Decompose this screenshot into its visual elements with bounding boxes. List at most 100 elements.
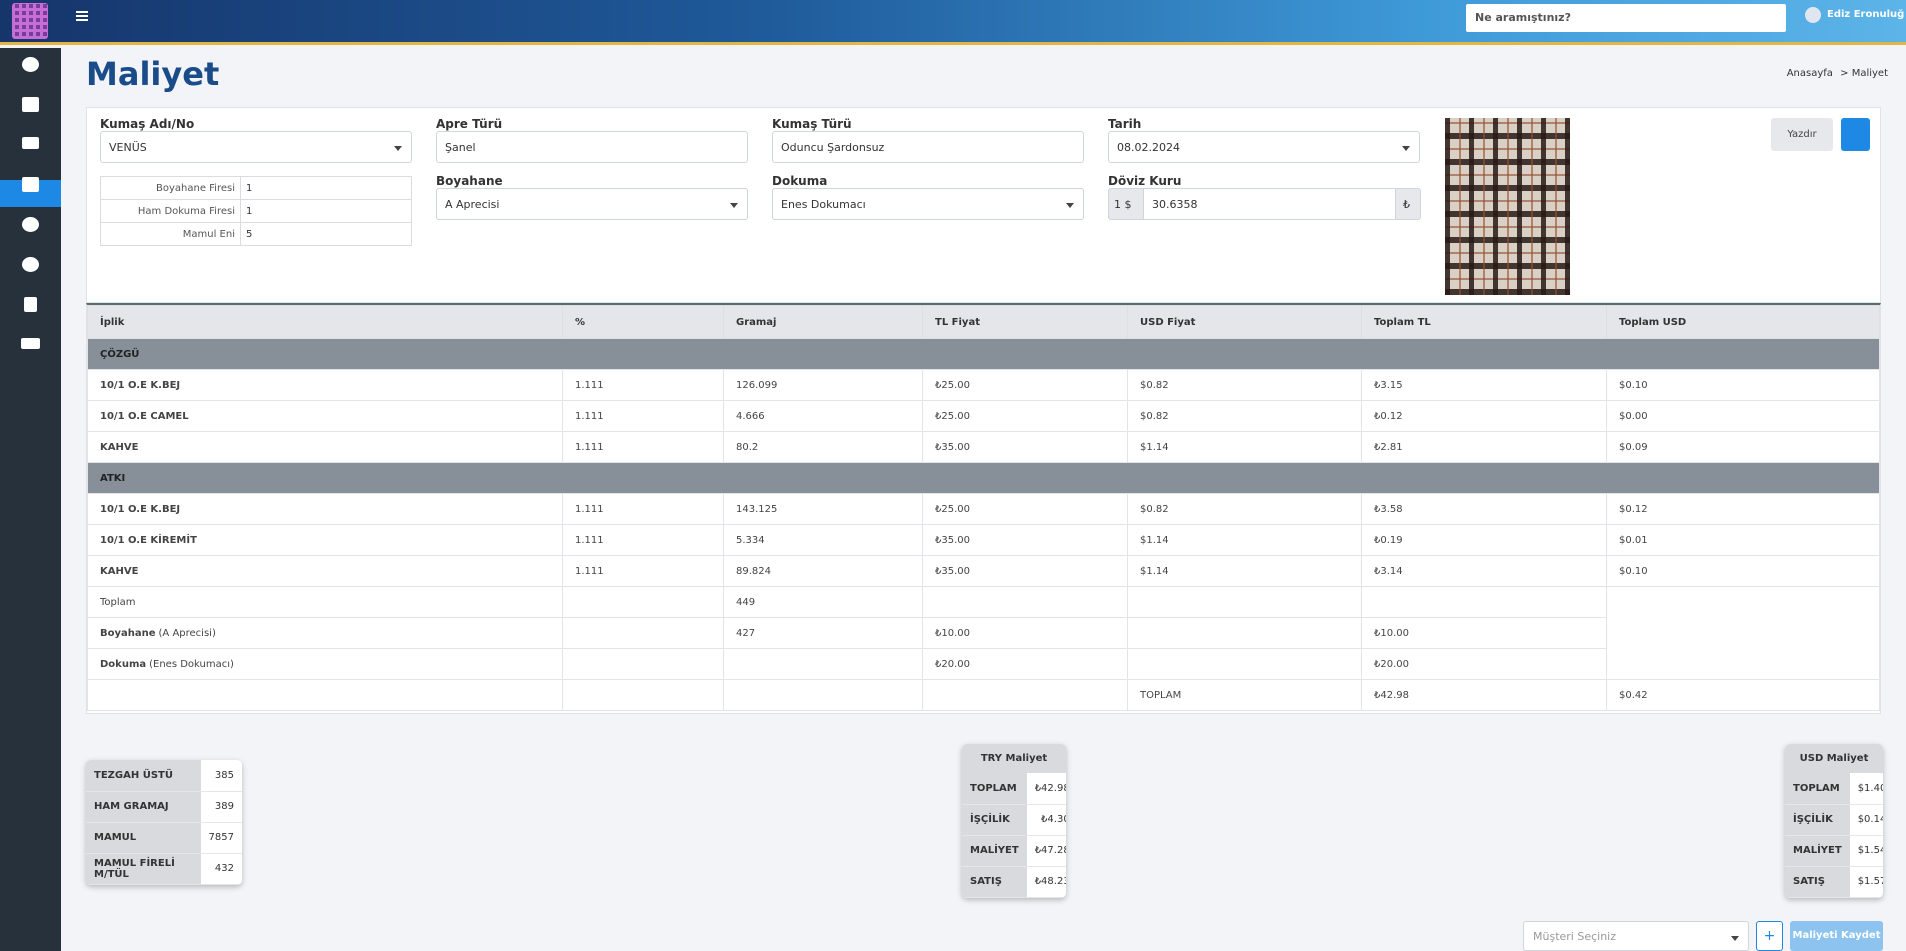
cell: ₺0.12 — [1361, 400, 1607, 432]
field-label: Tarih — [1108, 117, 1142, 131]
cell: 449 — [723, 586, 923, 618]
loss-value[interactable]: 1 — [240, 176, 412, 200]
cell: ₺3.14 — [1361, 555, 1607, 587]
cell: KAHVE — [87, 555, 563, 587]
cell — [922, 679, 1128, 711]
menu-toggle[interactable] — [76, 11, 88, 21]
select-input[interactable]: A Aprecisi — [436, 188, 748, 221]
sidebar-icon[interactable] — [22, 57, 39, 72]
sidebar-icon[interactable] — [24, 297, 37, 312]
cell-value: $0.42 — [1619, 689, 1648, 701]
cell: Dokuma (Enes Dokumacı) — [87, 648, 563, 680]
loss-value[interactable]: 1 — [240, 199, 412, 223]
breadcrumb: Anasayfa Maliyet — [1787, 68, 1888, 79]
loss-label: Boyahane Firesi — [100, 176, 241, 200]
cell: ₺20.00 — [922, 648, 1128, 680]
cell — [562, 648, 724, 680]
field-label: Boyahane — [436, 174, 503, 189]
summary-label: TOPLAM — [1785, 773, 1850, 805]
user-menu[interactable]: Ediz Eronuluğ — [1805, 7, 1904, 23]
sidebar-icon[interactable] — [22, 97, 39, 112]
top-bar: Ne aramıştınız? Ediz Eronuluğ — [0, 0, 1906, 45]
row-label: Dokuma — [100, 658, 147, 670]
cell-value: 427 — [736, 627, 756, 639]
cell: $0.10 — [1606, 555, 1880, 587]
summary-label: İŞÇİLİK — [962, 804, 1027, 836]
cell: $0.10 — [1606, 369, 1880, 401]
total-row: TOPLAM ₺42.98 $0.42 — [87, 679, 1880, 711]
sidebar-icon[interactable] — [22, 177, 39, 192]
exchange-input[interactable]: 30.6358 — [1143, 188, 1396, 220]
summary-row: MALİYET₺47.28 — [962, 835, 1066, 867]
cell — [562, 586, 724, 618]
form-card: Yazdır Kumaş Adı/No VENÜS Apre Türü Şanel Ku… — [86, 107, 1881, 303]
summary-value: 432 — [200, 853, 242, 885]
column-header: % — [562, 305, 724, 339]
cell-value: ₺10.00 — [935, 627, 970, 639]
summary-value: 385 — [200, 760, 242, 792]
group-name: ÇÖZGÜ — [87, 338, 1880, 370]
logo[interactable] — [12, 3, 48, 39]
cell — [1606, 617, 1880, 649]
summary-row: HAM GRAMAJ 389 — [86, 791, 242, 823]
sidebar-icon[interactable] — [21, 338, 40, 349]
summary-title: USD Maliyet — [1785, 744, 1883, 773]
cell: ₺25.00 — [922, 369, 1128, 401]
text-input[interactable]: Şanel — [436, 131, 748, 163]
cell: ₺10.00 — [922, 617, 1128, 649]
cell — [87, 679, 563, 711]
select-input[interactable]: Enes Dokumacı — [772, 188, 1084, 221]
cell: TOPLAM — [1127, 679, 1362, 711]
summary-row: MAMUL FİRELİ M/TÜL 432 — [86, 853, 242, 885]
search-input[interactable]: Ne aramıştınız? — [1466, 4, 1786, 32]
yarn-row: KAHVE 1.111 80.2 ₺35.00 $1.14 ₺2.81 $0.09 — [87, 431, 1880, 463]
field-label: Kumaş Adı/No — [100, 117, 195, 131]
cell-value: ₺20.00 — [1374, 658, 1409, 670]
print-button[interactable]: Yazdır — [1771, 118, 1833, 151]
cell: 10/1 O.E CAMEL — [87, 400, 563, 432]
column-header: USD Fiyat — [1127, 305, 1362, 339]
cell: ₺3.15 — [1361, 369, 1607, 401]
cell-value: TOPLAM — [1140, 689, 1182, 701]
sidebar-icon[interactable] — [22, 217, 39, 232]
cell: ₺35.00 — [922, 555, 1128, 587]
cell: 427 — [723, 617, 923, 649]
select-input[interactable]: VENÜS — [100, 131, 412, 163]
loss-label: Mamul Eni — [100, 222, 241, 246]
save-button[interactable]: Maliyeti Kaydet — [1790, 921, 1883, 951]
select-input[interactable]: 08.02.2024 — [1108, 131, 1420, 163]
cell — [1127, 617, 1362, 649]
row-note: (Enes Dokumacı) — [149, 658, 234, 670]
cell — [723, 679, 923, 711]
yarn-row: KAHVE 1.111 89.824 ₺35.00 $1.14 ₺3.14 $0.10 — [87, 555, 1880, 587]
text-input[interactable]: Oduncu Şardonsuz — [772, 131, 1084, 163]
cell-value: ₺42.98 — [1374, 689, 1409, 701]
cell: $0.00 — [1606, 400, 1880, 432]
cell: 10/1 O.E KİREMİT — [87, 524, 563, 556]
column-header: İplik — [87, 305, 563, 339]
cell-value: ₺20.00 — [935, 658, 970, 670]
summary-box: USD MaliyetTOPLAM$1.40İŞÇİLİK$0.14MALİYE… — [1785, 744, 1883, 898]
cell: ₺10.00 — [1361, 617, 1607, 649]
summary-label: SATIŞ — [1785, 866, 1850, 898]
summary-row: SATIŞ₺48.23 — [962, 866, 1066, 898]
breadcrumb-link[interactable]: Anasayfa — [1786, 68, 1833, 79]
cell — [562, 679, 724, 711]
cell-value: 449 — [736, 596, 756, 608]
yarn-row: 10/1 O.E KİREMİT 1.111 5.334 ₺35.00 $1.14 ₺0.… — [87, 524, 1880, 556]
add-customer-button[interactable]: + — [1756, 921, 1783, 951]
summary-label: HAM GRAMAJ — [86, 791, 201, 823]
settings-button[interactable] — [1841, 118, 1870, 151]
sidebar-icon[interactable] — [22, 257, 39, 272]
sidebar-icon[interactable] — [22, 137, 39, 149]
cell: 1.111 — [562, 369, 724, 401]
summary-label: İŞÇİLİK — [1785, 804, 1850, 836]
loss-row: Ham Dokuma Firesi 1 — [100, 199, 412, 223]
cost-table: İplik% Gramaj TL Fiyat USD Fiyat Toplam TL To… — [87, 305, 1880, 711]
customer-select[interactable]: Müşteri Seçiniz — [1523, 921, 1749, 951]
cell: ₺20.00 — [1361, 648, 1607, 680]
summary-value: $1.40 — [1849, 773, 1883, 805]
cell: Toplam — [87, 586, 563, 618]
page-title: Maliyet — [86, 55, 220, 93]
loss-value[interactable]: 5 — [240, 222, 412, 246]
